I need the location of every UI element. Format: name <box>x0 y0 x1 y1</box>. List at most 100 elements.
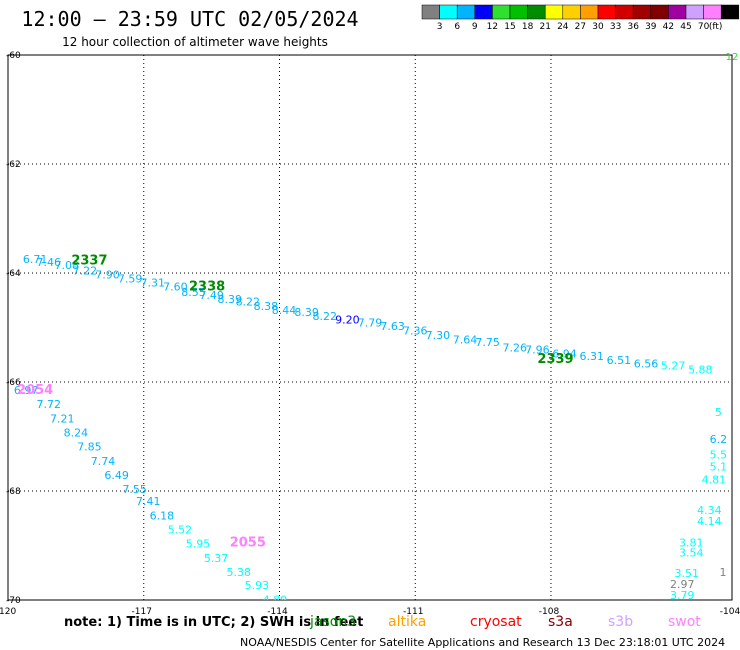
x-tick-label: -117 <box>132 607 152 617</box>
y-tick-label: -68 <box>6 487 21 497</box>
y-tick-label: -70 <box>6 596 21 606</box>
wave-height-label: 7.59 <box>118 272 143 285</box>
wave-height-label: 7.49 <box>199 289 224 302</box>
wave-height-label: 7.30 <box>426 329 451 342</box>
y-tick-label: -62 <box>6 160 21 170</box>
wave-height-label: 7.26 <box>503 341 528 354</box>
pass-number-label: 2337 <box>71 253 107 268</box>
wave-height-label: 3.51 <box>675 567 700 580</box>
legend-entry: jason3 <box>309 614 356 630</box>
colorbar-swatch <box>650 4 669 20</box>
y-tick-label: -60 <box>6 51 21 61</box>
wave-height-label: 1 <box>719 566 726 579</box>
wave-height-label: 5.5 <box>710 448 728 461</box>
wave-height-label: 8.22 <box>236 296 261 309</box>
colorbar-tick-label: 33 <box>610 22 621 32</box>
wave-height-label: 7.74 <box>91 455 116 468</box>
colorbar-tick-label: 30 <box>592 22 604 32</box>
colorbar-swatch <box>421 4 440 20</box>
wave-height-label: 6.97 <box>14 384 39 397</box>
colorbar-tick-label: 36 <box>627 22 639 32</box>
colorbar-unit: (ft) <box>709 22 723 32</box>
wave-height-label: 7.55 <box>122 483 147 496</box>
wave-height-label: 7.79 <box>358 316 383 329</box>
wave-height-label: 6.18 <box>150 509 175 522</box>
wave-height-label: 5.95 <box>186 538 211 551</box>
legend-entry: s3a <box>548 614 573 630</box>
wave-height-label: 7.22 <box>73 265 98 278</box>
wave-height-label: 3.79 <box>670 589 695 602</box>
pass-number-label: 2055 <box>230 536 266 551</box>
wave-height-label: 7.96 <box>525 344 550 357</box>
chart-title: 12:00 – 23:59 UTC 02/05/2024 <box>21 7 358 31</box>
y-tick-label: -64 <box>6 269 21 279</box>
wave-height-label: 7.75 <box>475 336 500 349</box>
colorbar-swatch <box>527 4 546 20</box>
wave-height-label: 7.63 <box>380 320 405 333</box>
wave-height-label: 6.31 <box>579 350 604 363</box>
colorbar-tick-label: 9 <box>472 22 478 32</box>
colorbar: 3 6 9 12 15 18 21 24 27 30 33 36 39 42 45 70 (ft) <box>421 4 740 32</box>
legend-entry: swot <box>668 614 701 630</box>
pass-number-label: 2054 <box>17 383 53 398</box>
footer-text: NOAA/NESDIS Center for Satellite Applica… <box>240 636 725 649</box>
plot-area: -120 -117 -114 -111 -108 -104 -60 -62 -64 -66 -68 -… <box>0 51 740 617</box>
colorbar-tick-label: 21 <box>539 22 550 32</box>
x-tick-label: -104 <box>720 607 740 617</box>
x-tick-label: -114 <box>267 607 288 617</box>
wave-height-label: 8.39 <box>217 293 242 306</box>
colorbar-swatch <box>492 4 511 20</box>
colorbar-tick-label: 12 <box>487 22 498 32</box>
wave-height-label: 7.08 <box>55 259 80 272</box>
wave-height-label: 5.93 <box>245 579 270 592</box>
wave-height-label: 5 <box>715 406 722 419</box>
colorbar-swatch <box>439 4 458 20</box>
note-text: note: 1) Time is in UTC; 2) SWH is in fe… <box>64 615 363 630</box>
colorbar-tick-label: 27 <box>575 22 586 32</box>
plot-frame <box>7 54 733 601</box>
wave-height-label: 8.55 <box>181 286 206 299</box>
wave-height-label: 3.54 <box>679 546 704 559</box>
wave-height-label: 6.49 <box>104 469 129 482</box>
colorbar-swatch <box>632 4 652 20</box>
wave-height-label: 4.34 <box>697 504 722 517</box>
colorbar-swatch <box>456 4 476 20</box>
wave-height-label: 8.38 <box>254 300 279 313</box>
colorbar-swatch <box>615 4 634 20</box>
colorbar-swatch <box>562 4 581 20</box>
colorbar-swatch <box>668 4 687 20</box>
wave-height-label: 5.1 <box>710 460 728 473</box>
colorbar-swatch <box>720 4 740 20</box>
wave-height-label: 5.88 <box>688 363 713 376</box>
wave-height-label: 7.41 <box>136 495 161 508</box>
colorbar-tick-label: 70 <box>698 22 710 32</box>
wave-height-label: 7.31 <box>141 277 166 290</box>
colorbar-swatch <box>474 4 493 20</box>
wave-height-label: 6.56 <box>634 357 659 370</box>
x-tick-label: -120 <box>0 607 16 617</box>
colorbar-swatch <box>509 4 528 20</box>
colorbar-tick-label: 39 <box>645 22 657 32</box>
wave-height-label: 7.46 <box>36 256 61 269</box>
colorbar-swatch <box>703 4 722 20</box>
wave-height-label: 6.2 <box>710 433 728 446</box>
wave-height-label: 7.85 <box>77 441 102 454</box>
corner-label: 12 <box>726 52 739 63</box>
wave-height-label: 6.94 <box>552 347 577 360</box>
pass-number-label: 2339 <box>537 352 573 367</box>
pass-number-label: 2338 <box>189 279 225 294</box>
wave-height-label: 8.24 <box>64 427 89 440</box>
wave-height-label: 4.81 <box>702 473 727 486</box>
colorbar-tick-label: 3 <box>437 22 443 32</box>
colorbar-tick-label: 18 <box>522 22 534 32</box>
wave-height-label: 5.52 <box>168 524 193 537</box>
x-tick-label: -108 <box>539 607 560 617</box>
wave-height-label: 5.37 <box>204 552 229 565</box>
wave-height-label: 7.36 <box>403 325 428 338</box>
wave-height-label: 6.71 <box>23 253 48 266</box>
wave-height-label: 7.64 <box>453 333 478 346</box>
wave-height-label: 7.90 <box>95 268 120 281</box>
wave-height-label: 7.21 <box>50 412 75 425</box>
colorbar-swatch <box>685 4 704 20</box>
